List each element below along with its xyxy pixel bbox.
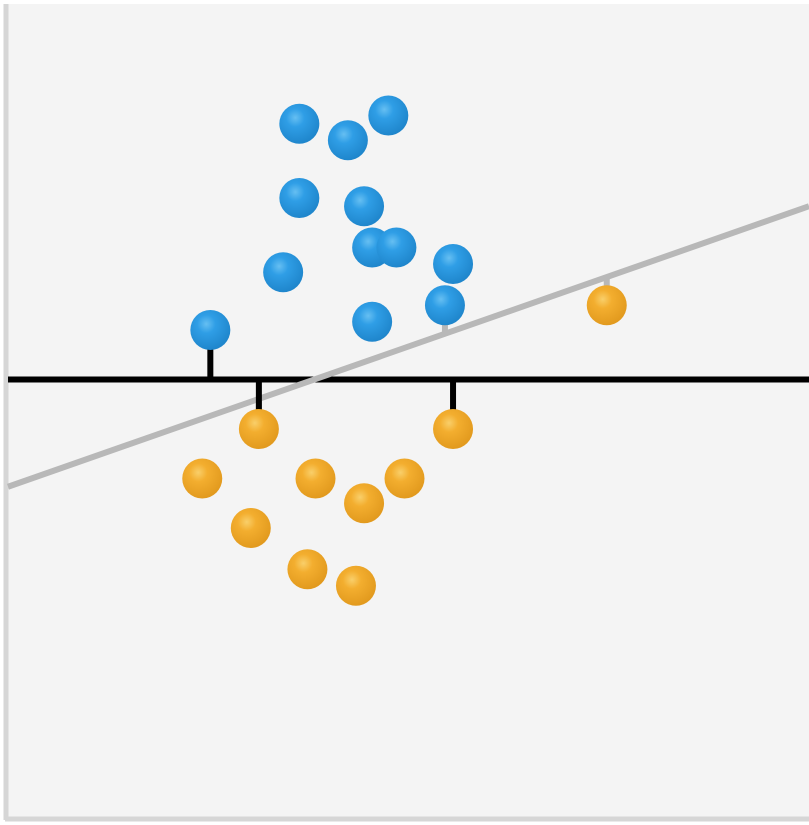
orange-data-point bbox=[287, 549, 328, 590]
orange-data-point bbox=[295, 458, 336, 499]
orange-data-point bbox=[182, 458, 223, 499]
blue-data-point bbox=[190, 310, 231, 350]
blue-data-point bbox=[368, 95, 409, 136]
orange-data-point bbox=[384, 458, 425, 499]
blue-data-point bbox=[279, 103, 320, 144]
plot-background bbox=[5, 4, 809, 820]
orange-data-point bbox=[586, 285, 627, 326]
poor-boundary-line bbox=[7, 203, 809, 490]
data-points bbox=[182, 95, 627, 606]
orange-data-point bbox=[433, 409, 474, 449]
decision-boundaries bbox=[7, 203, 809, 490]
orange-data-point bbox=[335, 565, 376, 606]
blue-data-point bbox=[433, 244, 474, 284]
blue-data-point bbox=[344, 186, 385, 227]
orange-data-point bbox=[238, 409, 279, 449]
blue-data-point bbox=[352, 301, 393, 342]
orange-data-point bbox=[230, 508, 271, 548]
orange-data-point bbox=[344, 483, 385, 524]
blue-data-point bbox=[424, 285, 465, 326]
blue-data-point bbox=[376, 227, 417, 268]
blue-data-point bbox=[279, 178, 320, 218]
blue-data-point bbox=[327, 120, 368, 161]
blue-data-point bbox=[263, 252, 304, 293]
